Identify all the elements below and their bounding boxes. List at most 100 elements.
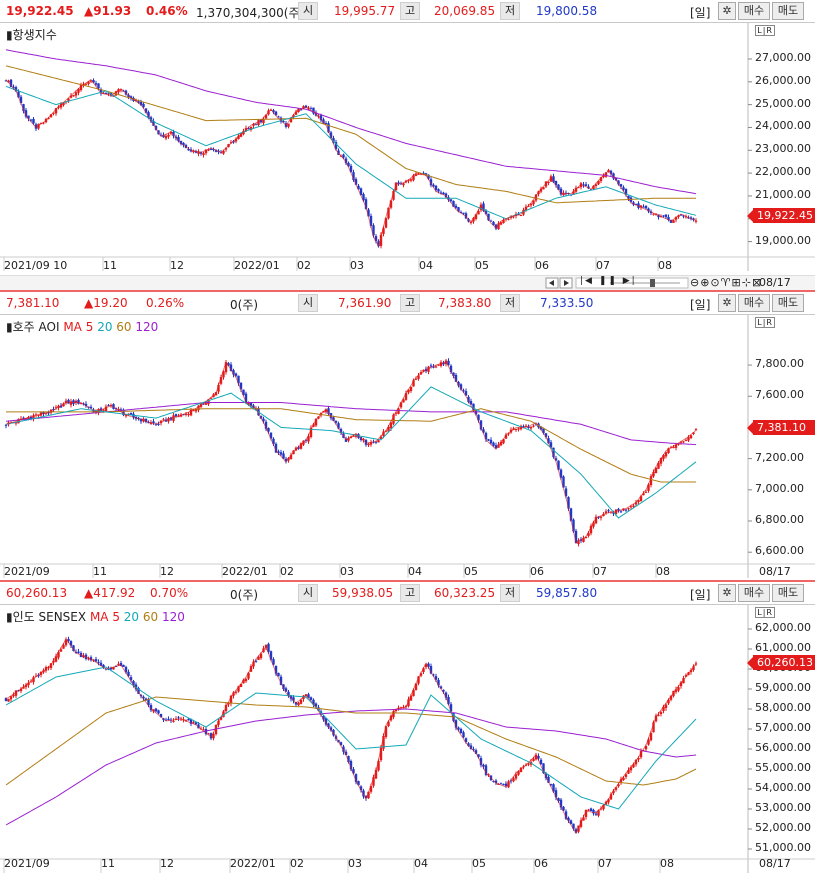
- candle-body: [689, 435, 693, 439]
- candle-body: [212, 733, 215, 739]
- candle-body: [677, 687, 680, 691]
- candle-body: [619, 779, 623, 784]
- axis-mode-icon[interactable]: L|R: [755, 317, 775, 328]
- candle-body: [172, 720, 175, 722]
- candle-body: [449, 704, 453, 712]
- candle-body: [679, 441, 683, 443]
- candle-body: [24, 110, 28, 117]
- last-price: 60,260.13: [6, 586, 68, 600]
- candle-body: [164, 135, 168, 139]
- ma5-line: [5, 78, 697, 248]
- y-tick-label: 6,800.00: [755, 513, 804, 526]
- period-selector[interactable]: [일]: [690, 298, 711, 312]
- period-selector[interactable]: [일]: [690, 588, 711, 602]
- candle-body: [224, 148, 228, 150]
- high-label: 고: [400, 294, 420, 312]
- candle-body: [439, 362, 443, 366]
- candle-body: [479, 204, 483, 211]
- candle-body: [207, 149, 210, 151]
- candle-body: [84, 83, 88, 85]
- y-tick-label: 21,000.00: [755, 187, 811, 201]
- candle-body: [359, 188, 363, 195]
- candle-body: [34, 124, 38, 129]
- candle-body: [74, 92, 78, 96]
- buy-button[interactable]: 매수: [738, 584, 770, 602]
- candle-body: [189, 719, 193, 724]
- candle-body: [57, 652, 60, 658]
- candle-body: [492, 221, 495, 226]
- axis-mode-icon[interactable]: L|R: [755, 607, 775, 618]
- candle-body: [639, 205, 643, 208]
- candle-body: [437, 364, 440, 366]
- candle-body: [612, 512, 615, 514]
- ma5-legend: 5: [112, 610, 120, 624]
- candle-body: [614, 787, 618, 790]
- candle-body: [314, 418, 318, 426]
- x-tick-label: 12: [160, 857, 174, 870]
- candle-body: [429, 665, 433, 674]
- candle-body: [14, 422, 18, 424]
- candle-body: [9, 79, 13, 87]
- candle-body: [532, 758, 535, 761]
- candle-body: [689, 670, 693, 673]
- buy-button[interactable]: 매수: [738, 2, 770, 20]
- candle-body: [264, 421, 268, 429]
- candle-body: [247, 402, 250, 405]
- candle-body: [624, 509, 628, 511]
- candle-body: [137, 101, 140, 103]
- chart-scrollbar[interactable]: ⊖⊕⊙♈⊞⊹⊠ |◀ ❚❚ ▶| 08/17: [0, 275, 815, 290]
- settings-gear-icon[interactable]: ✲: [718, 2, 736, 20]
- y-tick-label: 7,200.00: [755, 450, 804, 464]
- candle-body: [679, 214, 683, 216]
- axis-mode-icon[interactable]: L|R: [755, 25, 775, 36]
- candle-body: [299, 443, 303, 449]
- panel-hangseng: 19,922.45 ▲91.93 0.46% 1,370,304,300(주) …: [0, 0, 815, 290]
- candle-body: [159, 134, 163, 136]
- candle-body: [87, 81, 90, 84]
- candle-body: [412, 380, 415, 387]
- candle-body: [274, 111, 278, 116]
- candle-body: [289, 695, 293, 699]
- candle-body: [549, 442, 553, 448]
- high-label: 고: [400, 2, 420, 20]
- sell-button[interactable]: 매도: [772, 2, 804, 20]
- candle-body: [209, 149, 213, 151]
- candle-body: [349, 760, 353, 770]
- candle-body: [489, 220, 493, 222]
- zoom-controls[interactable]: ⊖⊕⊙♈⊞⊹⊠: [690, 276, 763, 289]
- buy-button[interactable]: 매수: [738, 294, 770, 312]
- candle-body: [217, 384, 220, 392]
- candle-body: [414, 174, 418, 177]
- candle-body: [107, 405, 110, 407]
- candle-body: [282, 453, 285, 459]
- candle-body: [659, 712, 663, 715]
- settings-gear-icon[interactable]: ✲: [718, 294, 736, 312]
- candle-body: [554, 458, 558, 461]
- candle-body: [487, 439, 490, 441]
- x-tick-label: 11: [101, 857, 115, 870]
- candle-body: [169, 131, 173, 134]
- play-controls[interactable]: |◀ ❚❚ ▶|: [580, 276, 637, 286]
- candle-body: [457, 381, 460, 386]
- sell-button[interactable]: 매도: [772, 584, 804, 602]
- candle-body: [357, 185, 360, 190]
- candle-body: [282, 121, 285, 123]
- candle-body: [287, 458, 290, 461]
- candle-body: [4, 424, 8, 426]
- candle-body: [152, 120, 155, 126]
- candle-body: [124, 667, 128, 673]
- candle-body: [257, 656, 260, 660]
- change-pct: 0.26%: [146, 296, 185, 310]
- candle-body: [262, 119, 265, 123]
- candle-body: [239, 382, 243, 390]
- sell-button[interactable]: 매도: [772, 294, 804, 312]
- x-tick-label: 02: [290, 857, 304, 870]
- candle-body: [277, 116, 280, 118]
- candle-body: [414, 683, 418, 691]
- x-tick-label: 08: [656, 565, 670, 578]
- candle-body: [287, 691, 290, 697]
- period-selector[interactable]: [일]: [690, 6, 711, 20]
- settings-gear-icon[interactable]: ✲: [718, 584, 736, 602]
- candle-body: [584, 809, 588, 817]
- x-tick-label: 12: [170, 259, 184, 272]
